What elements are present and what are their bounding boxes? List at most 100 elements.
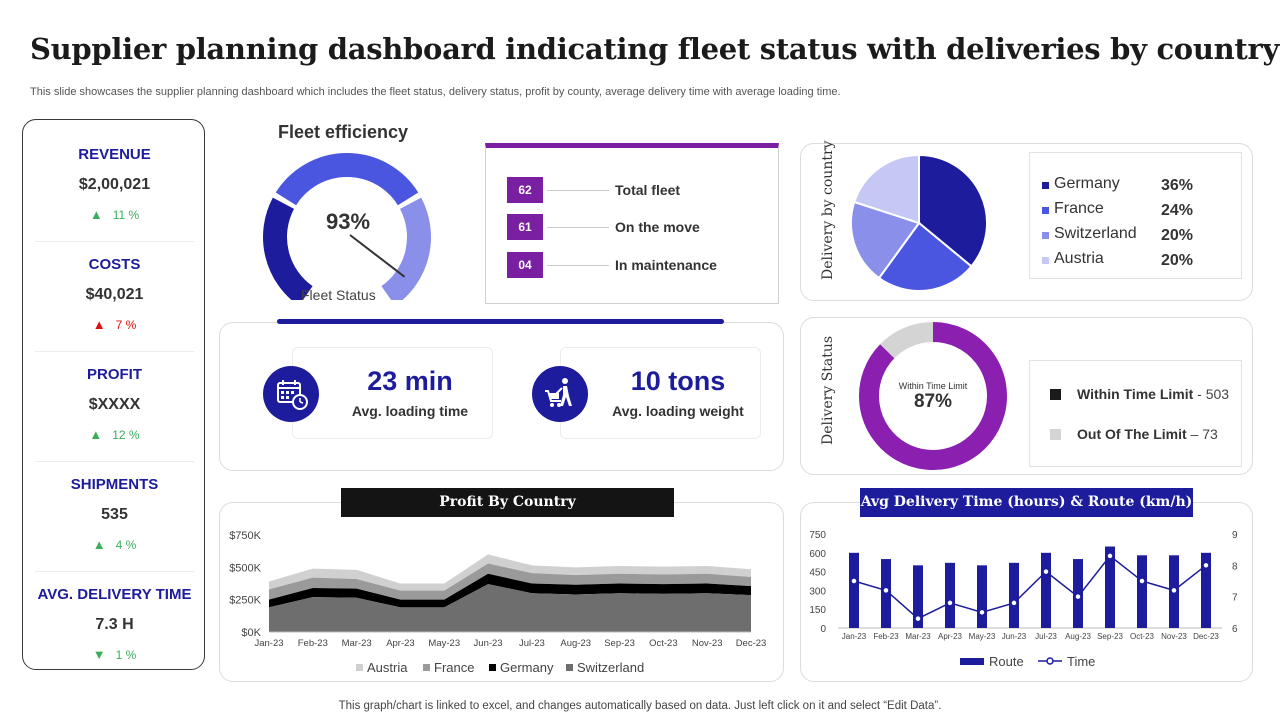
bar-route bbox=[1201, 552, 1211, 628]
arrow-up-icon: ▲ bbox=[89, 207, 103, 222]
fleet-summary-box: 62 Total fleet 61 On the move 04 In main… bbox=[485, 143, 779, 304]
kpi-change: ▲ 7 % bbox=[23, 317, 206, 332]
bar-route bbox=[1009, 562, 1019, 628]
kpi-label: PROFIT bbox=[87, 366, 142, 383]
kpi-change: ▼ 1 % bbox=[23, 647, 206, 662]
donut-slice-within-limit bbox=[859, 322, 1007, 470]
x-tick-label: Apr-23 bbox=[386, 638, 415, 649]
x-tick-label: Apr-23 bbox=[938, 632, 963, 641]
pie-legend: Germany 36% France 24% Switzerland 20% A… bbox=[1029, 152, 1242, 279]
kpi-value: $2,00,021 bbox=[78, 176, 151, 193]
connector-line bbox=[547, 265, 609, 266]
legend-label-france: France bbox=[434, 660, 474, 675]
legend-name: Out Of The Limit bbox=[1077, 426, 1187, 442]
point-time bbox=[1074, 592, 1082, 601]
page-title: Supplier planning dashboard indicating f… bbox=[30, 32, 1280, 66]
y-left-tick-label: 0 bbox=[820, 624, 826, 635]
fleet-label: On the move bbox=[615, 219, 700, 235]
fleet-gauge bbox=[263, 153, 431, 300]
x-tick-label: Jan-23 bbox=[254, 638, 283, 649]
arrow-up-icon: ▲ bbox=[92, 537, 106, 552]
area-series-germany bbox=[269, 573, 751, 608]
legend-name: Austria bbox=[1054, 250, 1104, 267]
kpi-change: ▲ 11 % bbox=[23, 207, 206, 222]
donut-slice-out-of-limit bbox=[880, 322, 934, 359]
fleet-count-badge: 04 bbox=[507, 252, 543, 278]
x-tick-label: Jul-23 bbox=[519, 638, 545, 649]
gauge-title: Fleet efficiency bbox=[278, 122, 409, 142]
x-tick-label: Sep-23 bbox=[604, 638, 635, 649]
loading-time-label: Avg. loading time bbox=[351, 403, 469, 419]
kpi-divider bbox=[35, 351, 194, 352]
point-time bbox=[946, 599, 954, 607]
loading-weight-box bbox=[560, 347, 761, 439]
y-right-tick-label: 6 bbox=[1232, 624, 1238, 635]
legend-swatch bbox=[1050, 389, 1061, 400]
pie-slice-switzerland bbox=[850, 200, 921, 280]
x-tick-label: Dec-23 bbox=[1193, 632, 1219, 641]
kpi-label: SHIPMENTS bbox=[70, 476, 159, 493]
kpi-change: ▲ 4 % bbox=[23, 537, 206, 552]
kpi-profit: PROFIT $XXXX ▲ 12 % bbox=[23, 340, 206, 450]
avg-delivery-title: Avg Delivery Time (hours) & Route (km/h) bbox=[860, 488, 1193, 517]
donut-center-label: Within Time Limit bbox=[898, 381, 968, 391]
bar-route bbox=[1137, 555, 1147, 628]
x-tick-label: Jun-23 bbox=[474, 638, 503, 649]
fleet-count-badge: 62 bbox=[507, 177, 543, 203]
point-time bbox=[914, 614, 922, 623]
gauge-segment-mid bbox=[275, 153, 419, 206]
legend-name: Germany bbox=[1054, 175, 1120, 192]
x-tick-label: Feb-23 bbox=[873, 632, 899, 641]
x-tick-label: Nov-23 bbox=[1161, 632, 1187, 641]
point-time bbox=[1010, 599, 1018, 607]
kpi-value: 7.3 H bbox=[95, 616, 134, 633]
gauge-segment-dark bbox=[263, 197, 313, 300]
x-tick-label: May-23 bbox=[428, 638, 460, 649]
legend-value: 73 bbox=[1202, 426, 1218, 442]
legend-swatch bbox=[489, 664, 496, 671]
legend-name: Switzerland bbox=[1054, 225, 1137, 242]
kpi-divider bbox=[35, 571, 194, 572]
area-series-austria bbox=[269, 554, 751, 591]
point-time bbox=[882, 586, 890, 595]
y-left-tick-label: 150 bbox=[809, 605, 826, 616]
legend-swatch bbox=[1042, 182, 1049, 189]
profit-by-country-chart: $0K $250K $500K $750K Jan-23 Feb-23 Mar-23 Apr-… bbox=[229, 530, 766, 675]
arrow-down-icon: ▼ bbox=[92, 647, 106, 662]
gauge-needle bbox=[349, 234, 406, 278]
kpi-change-value: 11 % bbox=[112, 208, 140, 222]
area-series-france bbox=[269, 563, 751, 600]
kpi-panel: REVENUE $2,00,021 ▲ 11 % COSTS $40,021 ▲ 7… bbox=[22, 119, 205, 670]
legend-value: 36% bbox=[1161, 177, 1194, 194]
calendar-clock-icon bbox=[263, 366, 319, 422]
delivery-by-country-label: Delivery by country bbox=[820, 140, 836, 280]
arrow-up-icon: ▲ bbox=[89, 427, 103, 442]
y-left-tick-label: 450 bbox=[809, 568, 826, 579]
delivery-by-country-pie bbox=[850, 153, 988, 292]
fleet-count-badge: 61 bbox=[507, 214, 543, 240]
kpi-change-value: 4 % bbox=[115, 538, 137, 552]
kpi-divider bbox=[35, 461, 194, 462]
x-tick-label: Jul-23 bbox=[1035, 632, 1057, 641]
worker-cart-icon bbox=[532, 366, 588, 422]
delivery-status-label: Delivery Status bbox=[820, 335, 836, 445]
y-tick-label: $250K bbox=[229, 595, 261, 607]
kpi-value: 535 bbox=[101, 506, 128, 523]
kpi-costs: COSTS $40,021 ▲ 7 % bbox=[23, 230, 206, 340]
kpi-change-value: 1 % bbox=[115, 648, 137, 662]
kpi-change: ▲ 12 % bbox=[23, 427, 206, 442]
x-tick-label: Mar-23 bbox=[905, 632, 931, 641]
kpi-change-value: 7 % bbox=[115, 318, 137, 332]
pie-slice-france bbox=[877, 221, 973, 292]
x-tick-label: Oct-23 bbox=[1130, 632, 1155, 641]
x-tick-label: Jun-23 bbox=[1002, 632, 1027, 641]
legend-swatch bbox=[1042, 232, 1049, 239]
point-time bbox=[1170, 586, 1178, 595]
donut-center-value: 87% bbox=[913, 391, 953, 412]
legend-label-route: Route bbox=[989, 654, 1024, 669]
kpi-shipments: SHIPMENTS 535 ▲ 4 % bbox=[23, 450, 206, 560]
legend-label-time: Time bbox=[1067, 654, 1095, 669]
bar-route bbox=[977, 565, 987, 628]
legend-label-switzerland: Switzerland bbox=[577, 660, 644, 675]
legend-value: 24% bbox=[1161, 202, 1194, 219]
